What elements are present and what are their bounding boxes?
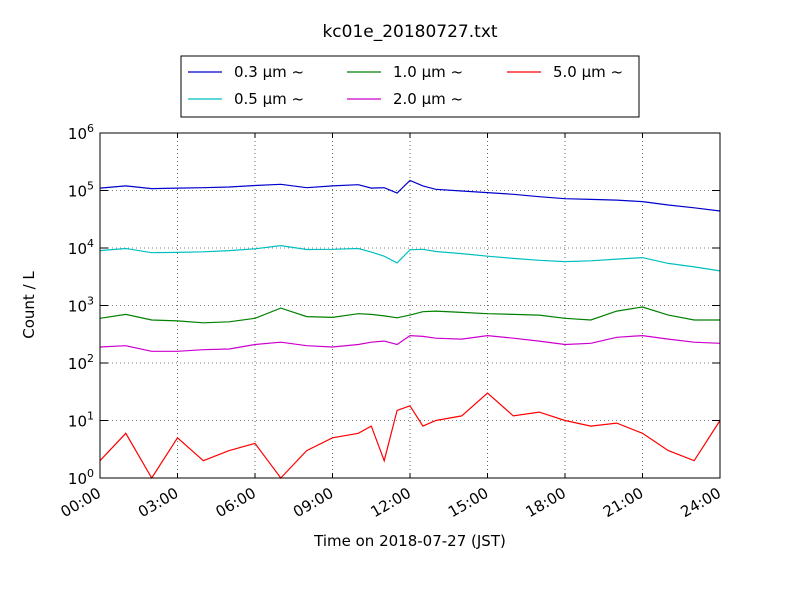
legend-entry-label: 2.0 μm ~ xyxy=(393,90,463,108)
series-layer xyxy=(99,179,721,480)
y-tick-label: 101 xyxy=(68,410,94,431)
legend-entry-label: 0.5 μm ~ xyxy=(234,90,304,108)
legend-frame xyxy=(180,55,640,118)
series-line-2 xyxy=(99,244,721,272)
legend: 0.3 μm ~ 0.5 μm ~ 1.0 μm ~ 2.0 μm ~ 5.0 μm ~ xyxy=(180,55,640,118)
series-line-5 xyxy=(99,392,721,480)
y-tick-label: 103 xyxy=(68,295,94,316)
y-tick-label: 104 xyxy=(68,237,94,258)
grid-lines xyxy=(100,133,720,478)
legend-entry-label: 0.3 μm ~ xyxy=(234,63,304,81)
y-axis-label: Count / L xyxy=(20,271,38,339)
legend-entry-label: 1.0 μm ~ xyxy=(393,63,463,81)
series-line-1 xyxy=(99,179,721,212)
y-axis-ticks: 100 101 102 103 104 105 106 xyxy=(68,122,720,488)
legend-entry-label: 5.0 μm ~ xyxy=(553,63,623,81)
y-tick-label: 106 xyxy=(68,122,94,143)
chart-title: kc01e_20180727.txt xyxy=(322,22,497,42)
series-line-4 xyxy=(99,334,721,352)
series-line-3 xyxy=(99,306,720,324)
x-axis-label: Time on 2018-07-27 (JST) xyxy=(313,532,506,550)
y-tick-label: 102 xyxy=(68,352,94,373)
y-tick-label: 105 xyxy=(68,180,94,201)
y-tick-label: 100 xyxy=(68,467,94,488)
